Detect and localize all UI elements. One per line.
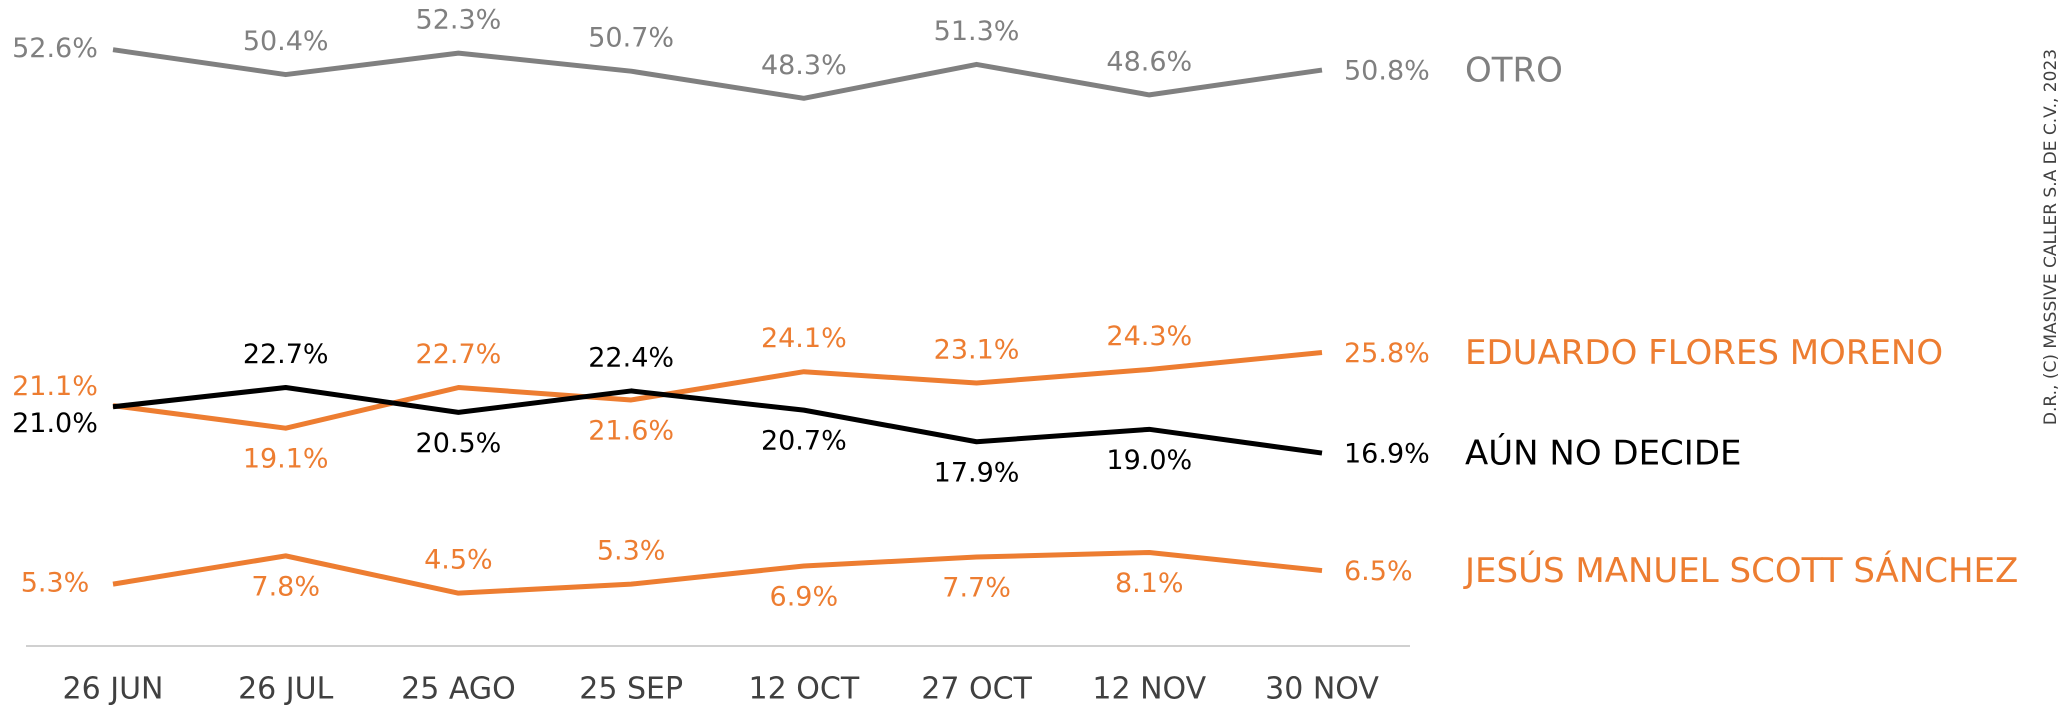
series-line [112,47,1323,101]
data-label: 23.1% [934,335,1020,366]
data-label: 48.3% [761,50,847,81]
data-label: 22.7% [416,339,502,370]
data-label: 8.1% [1115,568,1184,599]
x-tick-label: 30 NOV [1265,672,1379,707]
data-label: 22.7% [243,339,329,370]
data-label: 17.9% [934,457,1020,488]
watermark: D.R., (C) MASSIVE CALLER S.A DE C.V., 20… [2041,49,2061,425]
data-label: 21.6% [588,415,674,446]
data-label: 16.9% [1344,439,1430,470]
data-label: 51.3% [934,16,1020,47]
data-label: 5.3% [597,536,666,567]
data-label: 50.7% [588,23,674,54]
data-label: 7.8% [251,571,320,602]
series-label: JESÚS MANUEL SCOTT SÁNCHEZ [1463,550,2018,591]
series-label: EDUARDO FLORES MORENO [1465,333,1943,373]
data-label: 4.5% [424,545,493,576]
data-label: 7.7% [942,573,1011,604]
x-tick-label: 26 JUN [63,672,164,707]
data-label: 52.6% [12,33,98,64]
data-label: 25.8% [1344,338,1430,369]
data-label: 5.3% [21,568,90,599]
data-label: 20.5% [416,428,502,459]
series-label: AÚN NO DECIDE [1465,433,1741,474]
data-label: 22.4% [588,342,674,373]
data-label: 19.0% [1106,445,1192,476]
data-label: 50.4% [243,26,329,57]
data-label: 6.5% [1344,556,1413,587]
data-label: 19.1% [243,444,329,475]
data-label: 24.1% [761,323,847,354]
data-label: 21.0% [12,408,98,439]
x-tick-label: 12 OCT [749,672,860,707]
series-line [112,350,1323,431]
series-line [112,385,1323,456]
data-label: 50.8% [1344,56,1430,87]
x-tick-label: 25 AGO [401,672,516,707]
data-label: 24.3% [1106,321,1192,352]
data-label: 6.9% [770,582,839,613]
x-tick-label: 27 OCT [921,672,1032,707]
x-tick-label: 25 SEP [579,672,683,707]
data-label: 21.1% [12,371,98,402]
x-tick-label: 26 JUL [238,672,334,707]
series-label: OTRO [1465,51,1563,91]
x-tick-label: 12 NOV [1092,672,1206,707]
data-label: 48.6% [1106,46,1192,77]
data-label: 52.3% [416,5,502,36]
data-label: 20.7% [761,426,847,457]
series-line [112,549,1323,596]
